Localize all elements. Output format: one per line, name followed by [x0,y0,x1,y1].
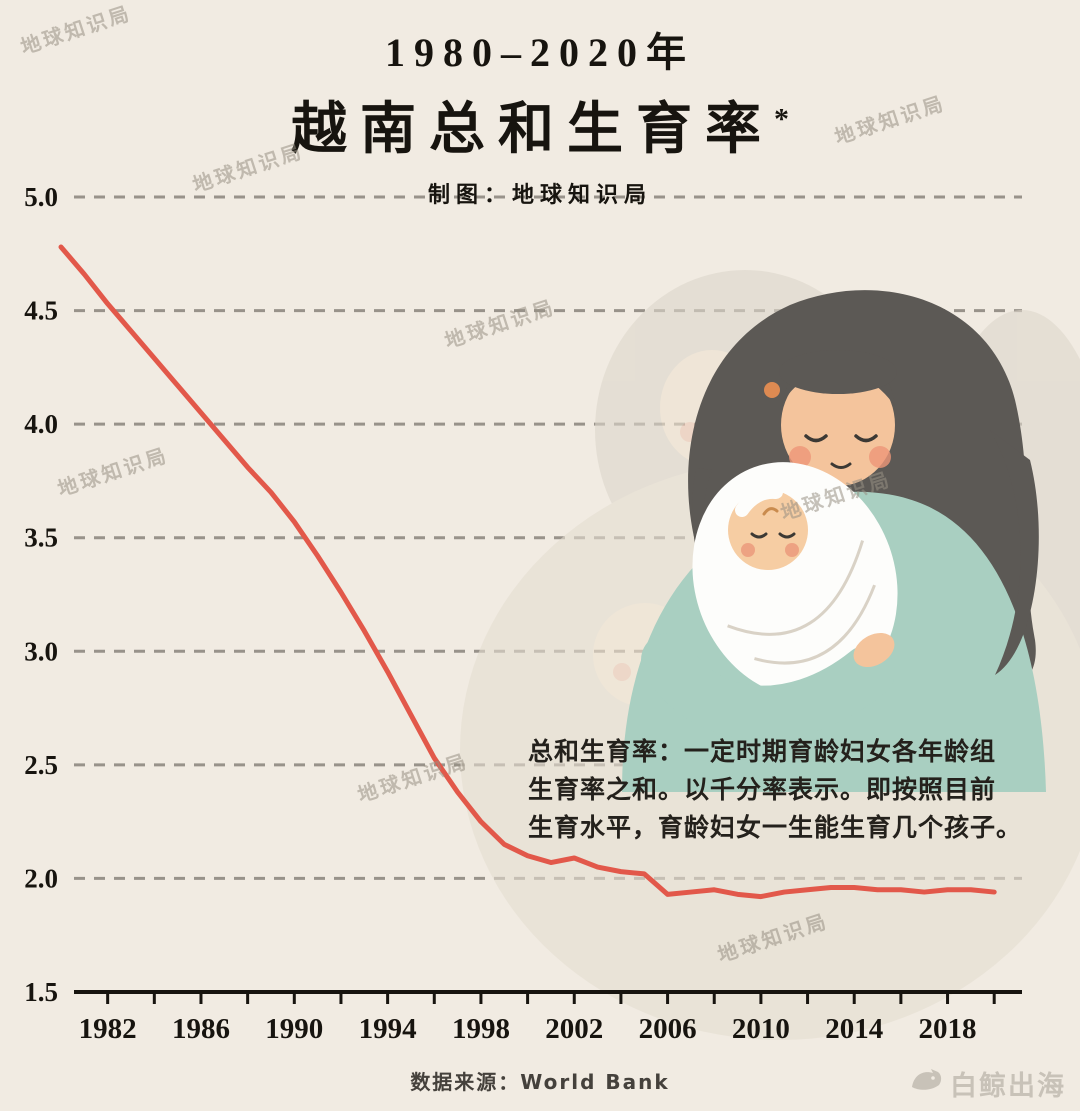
x-tick-label: 2006 [639,1013,697,1045]
y-tick-label: 4.5 [24,296,58,326]
fertility-rate-line [58,244,997,900]
whale-icon [909,1067,943,1100]
x-tick-label: 2002 [545,1013,603,1045]
credit-line: 制图：地球知识局 [427,183,652,208]
annotation-line: 总和生育率：一定时期育龄妇女各年龄组 [528,737,997,766]
y-tick-label: 5.0 [24,182,58,212]
axis-layer: 1982 1986 1990 1994 1998 2002 2006 2010 2014 2018 [74,990,1022,1045]
annotation-line: 生育水平，育龄妇女一生能生育几个孩子。 [528,813,1023,842]
y-tick-label: 2.0 [24,863,58,893]
title-block: 1980–2020年 越南总和生育率* 制图：地球知识局 [0,20,1080,209]
page-title: 越南总和生育率* [0,84,1080,165]
x-tick-label: 2018 [919,1013,977,1045]
logo-text: 白鲸出海 [950,1071,1066,1102]
mother-figure [622,290,1046,792]
x-tick-label: 2014 [825,1013,883,1045]
title-text: 越南总和生育率 [291,99,774,161]
title-asterisk: * [774,102,789,136]
footnote-annotation: 总和生育率：一定时期育龄妇女各年龄组 生育率之和。以千分率表示。即按照目前 生育… [528,733,1033,847]
y-tick-label: 3.5 [24,523,58,553]
x-tick-label: 1998 [452,1013,510,1045]
title-years: 1980–2020年 [385,30,695,75]
y-tick-label: 3.0 [24,636,58,666]
x-tick-label: 2010 [732,1013,790,1045]
y-tick-label: 1.5 [24,977,58,1007]
data-source: 数据来源：World Bank [410,1070,670,1094]
x-tick-label: 1986 [172,1013,230,1045]
x-tick-label: 1982 [79,1013,137,1045]
mother-baby-illustration [460,270,1080,1040]
x-tick-label: 1994 [359,1013,417,1045]
publisher-logo: 白鲸出海 [909,1064,1066,1103]
x-tick-label: 1990 [265,1013,323,1045]
y-tick-label: 4.0 [24,409,58,439]
line-layer [58,244,997,900]
annotation-line: 生育率之和。以千分率表示。即按照目前 [528,775,997,804]
y-tick-label: 2.5 [24,750,58,780]
